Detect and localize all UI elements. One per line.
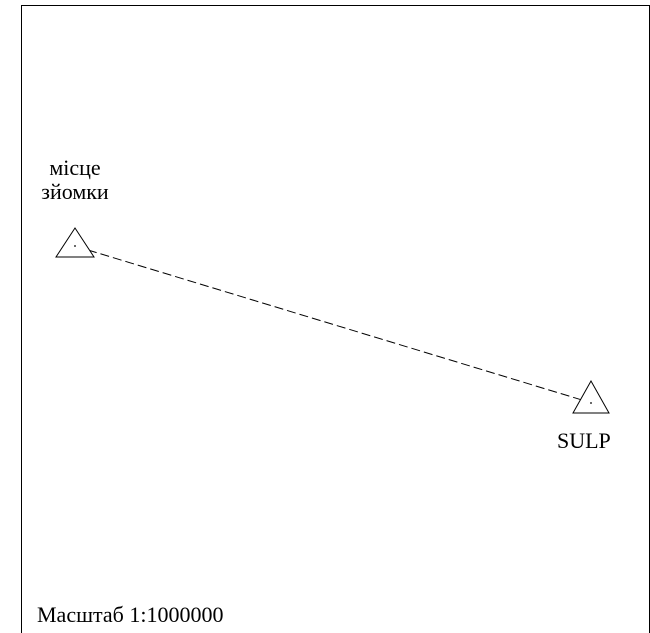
end-point-label: SULP xyxy=(557,428,611,453)
start-point-label: місце зйомки xyxy=(40,156,110,204)
triangle-marker-icon xyxy=(55,227,95,258)
start-point-label-line2: зйомки xyxy=(41,179,109,204)
route-line xyxy=(87,249,583,401)
start-point-label-line1: місце xyxy=(49,155,101,180)
scale-label: Масштаб 1:1000000 xyxy=(37,602,224,627)
triangle-marker-icon xyxy=(572,379,610,414)
